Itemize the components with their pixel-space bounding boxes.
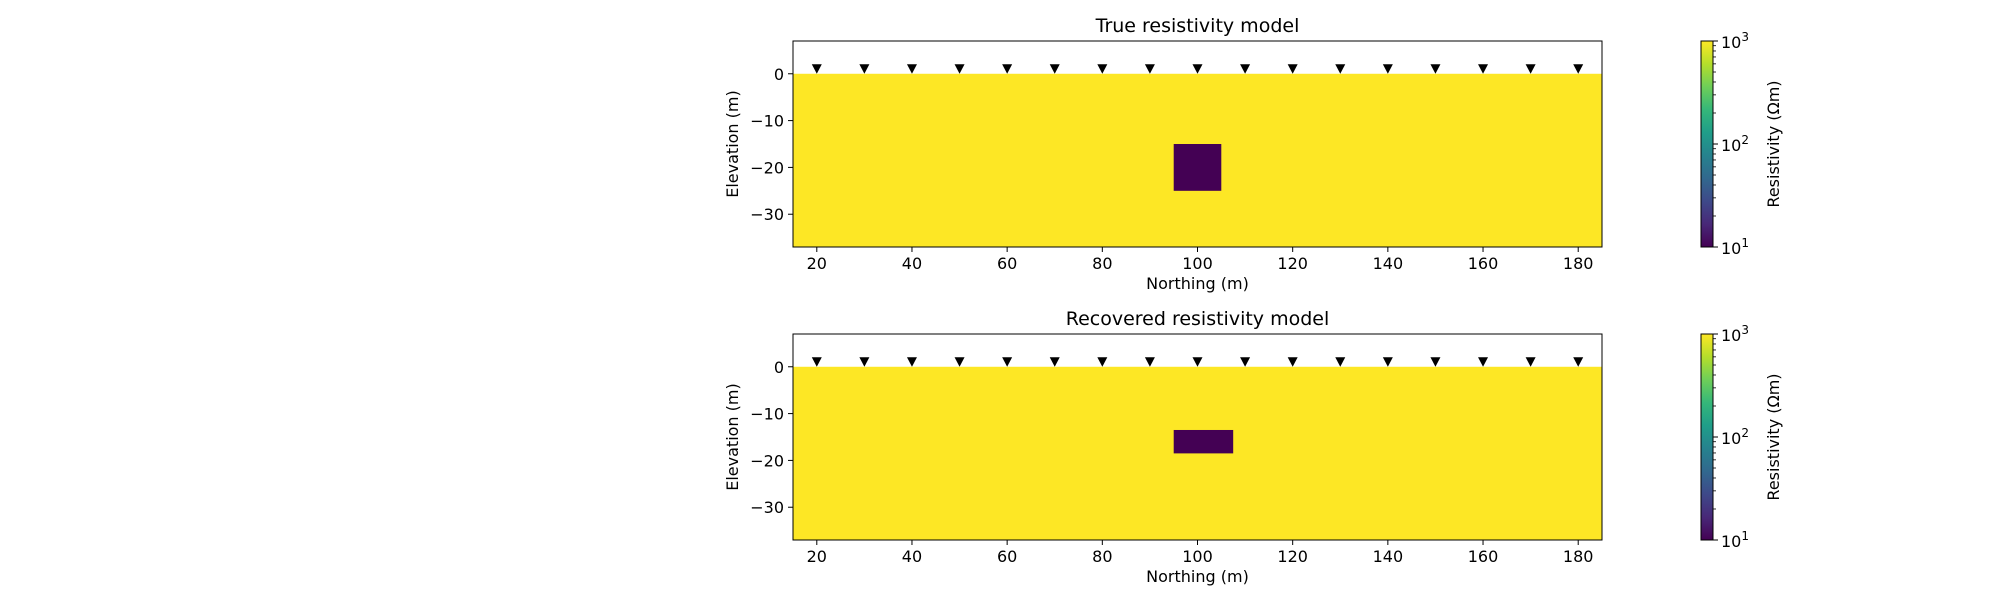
electrode-marker [1335, 357, 1346, 367]
electrode-marker [1240, 357, 1251, 367]
chart-title: True resistivity model [1095, 15, 1300, 37]
electrode-marker [1430, 357, 1441, 367]
colorbar-tick-label: 102 [1721, 133, 1749, 155]
y-tick-label: −30 [750, 205, 784, 224]
model-panel-true: 20 40 60 80 100 120 140 160 180 0 −10 −20 −30 True re… [723, 15, 1783, 293]
x-tick-label: 40 [902, 547, 922, 566]
electrode-marker [859, 357, 870, 367]
electrode-marker [954, 64, 965, 74]
electrode-marker [954, 357, 965, 367]
electrode-marker [1097, 64, 1108, 74]
electrode-marker [811, 64, 822, 74]
electrode-marker [1287, 64, 1298, 74]
colorbar-label: Resistivity (Ωm) [1764, 373, 1783, 500]
x-tick-label: 20 [807, 547, 827, 566]
y-tick-label: −20 [750, 451, 784, 470]
electrode-marker [1525, 64, 1536, 74]
y-tick-label: 0 [774, 358, 784, 377]
x-tick-label: 100 [1182, 547, 1213, 566]
electrode-marker [1287, 357, 1298, 367]
electrode-marker [1192, 64, 1203, 74]
x-axis-label: Northing (m) [1146, 567, 1249, 586]
colorbar-gradient [1701, 41, 1713, 247]
electrode-marker [1049, 357, 1060, 367]
x-tick-label: 100 [1182, 254, 1213, 273]
colorbar-tick-label: 103 [1721, 323, 1749, 345]
x-axis-label: Northing (m) [1146, 274, 1249, 293]
x-tick-label: 60 [997, 547, 1017, 566]
x-tick-label: 40 [902, 254, 922, 273]
electrode-marker [1525, 357, 1536, 367]
colorbar-label: Resistivity (Ωm) [1764, 80, 1783, 207]
y-axis-label: Elevation (m) [723, 90, 742, 197]
y-tick-label: −20 [750, 158, 784, 177]
y-tick-label: −10 [750, 112, 784, 131]
electrode-marker [906, 64, 917, 74]
conductive-anomaly-block [1173, 144, 1222, 191]
x-tick-label: 140 [1373, 254, 1404, 273]
electrode-marker [1573, 64, 1584, 74]
electrode-marker [1097, 357, 1108, 367]
x-tick-label: 160 [1468, 547, 1499, 566]
electrode-marker [1240, 64, 1251, 74]
colorbar: 103 102 101 Resistivity (Ωm) [1700, 30, 1783, 258]
electrode-marker [1382, 64, 1393, 74]
chart-title: Recovered resistivity model [1066, 308, 1330, 330]
x-tick-label: 80 [1092, 547, 1112, 566]
electrode-marker [1382, 357, 1393, 367]
electrode-marker [906, 357, 917, 367]
electrode-marker [859, 64, 870, 74]
electrode-marker [1478, 357, 1489, 367]
x-tick-label: 20 [807, 254, 827, 273]
electrode-marker [1430, 64, 1441, 74]
electrode-marker [1478, 64, 1489, 74]
y-tick-label: −10 [750, 405, 784, 424]
electrode-marker [1192, 357, 1203, 367]
y-tick-label: 0 [774, 65, 784, 84]
colorbar-tick-label: 101 [1721, 529, 1749, 551]
x-tick-label: 120 [1277, 547, 1308, 566]
electrode-marker [1144, 64, 1155, 74]
electrode-marker [1002, 357, 1013, 367]
model-panel-recovered: 20 40 60 80 100 120 140 160 180 0 −10 −20 −30 Recover… [723, 308, 1783, 586]
x-tick-label: 160 [1468, 254, 1499, 273]
x-tick-label: 60 [997, 254, 1017, 273]
electrode-marker [1335, 64, 1346, 74]
y-axis-label: Elevation (m) [723, 383, 742, 490]
x-tick-label: 140 [1373, 547, 1404, 566]
colorbar-tick-label: 101 [1721, 236, 1749, 258]
colorbar-tick-label: 102 [1721, 426, 1749, 448]
colorbar: 103 102 101 Resistivity (Ωm) [1700, 323, 1783, 551]
x-tick-label: 80 [1092, 254, 1112, 273]
x-tick-label: 120 [1277, 254, 1308, 273]
electrode-marker [1144, 357, 1155, 367]
x-tick-label: 180 [1563, 547, 1594, 566]
electrode-marker [1573, 357, 1584, 367]
colorbar-tick-label: 103 [1721, 30, 1749, 52]
plot-area [793, 334, 1602, 540]
y-tick-label: −30 [750, 498, 784, 517]
electrode-marker [1002, 64, 1013, 74]
colorbar-gradient [1701, 334, 1713, 540]
electrode-marker [811, 357, 822, 367]
conductive-anomaly-block [1173, 429, 1234, 454]
plot-area [793, 41, 1602, 247]
electrode-marker [1049, 64, 1060, 74]
x-tick-label: 180 [1563, 254, 1594, 273]
